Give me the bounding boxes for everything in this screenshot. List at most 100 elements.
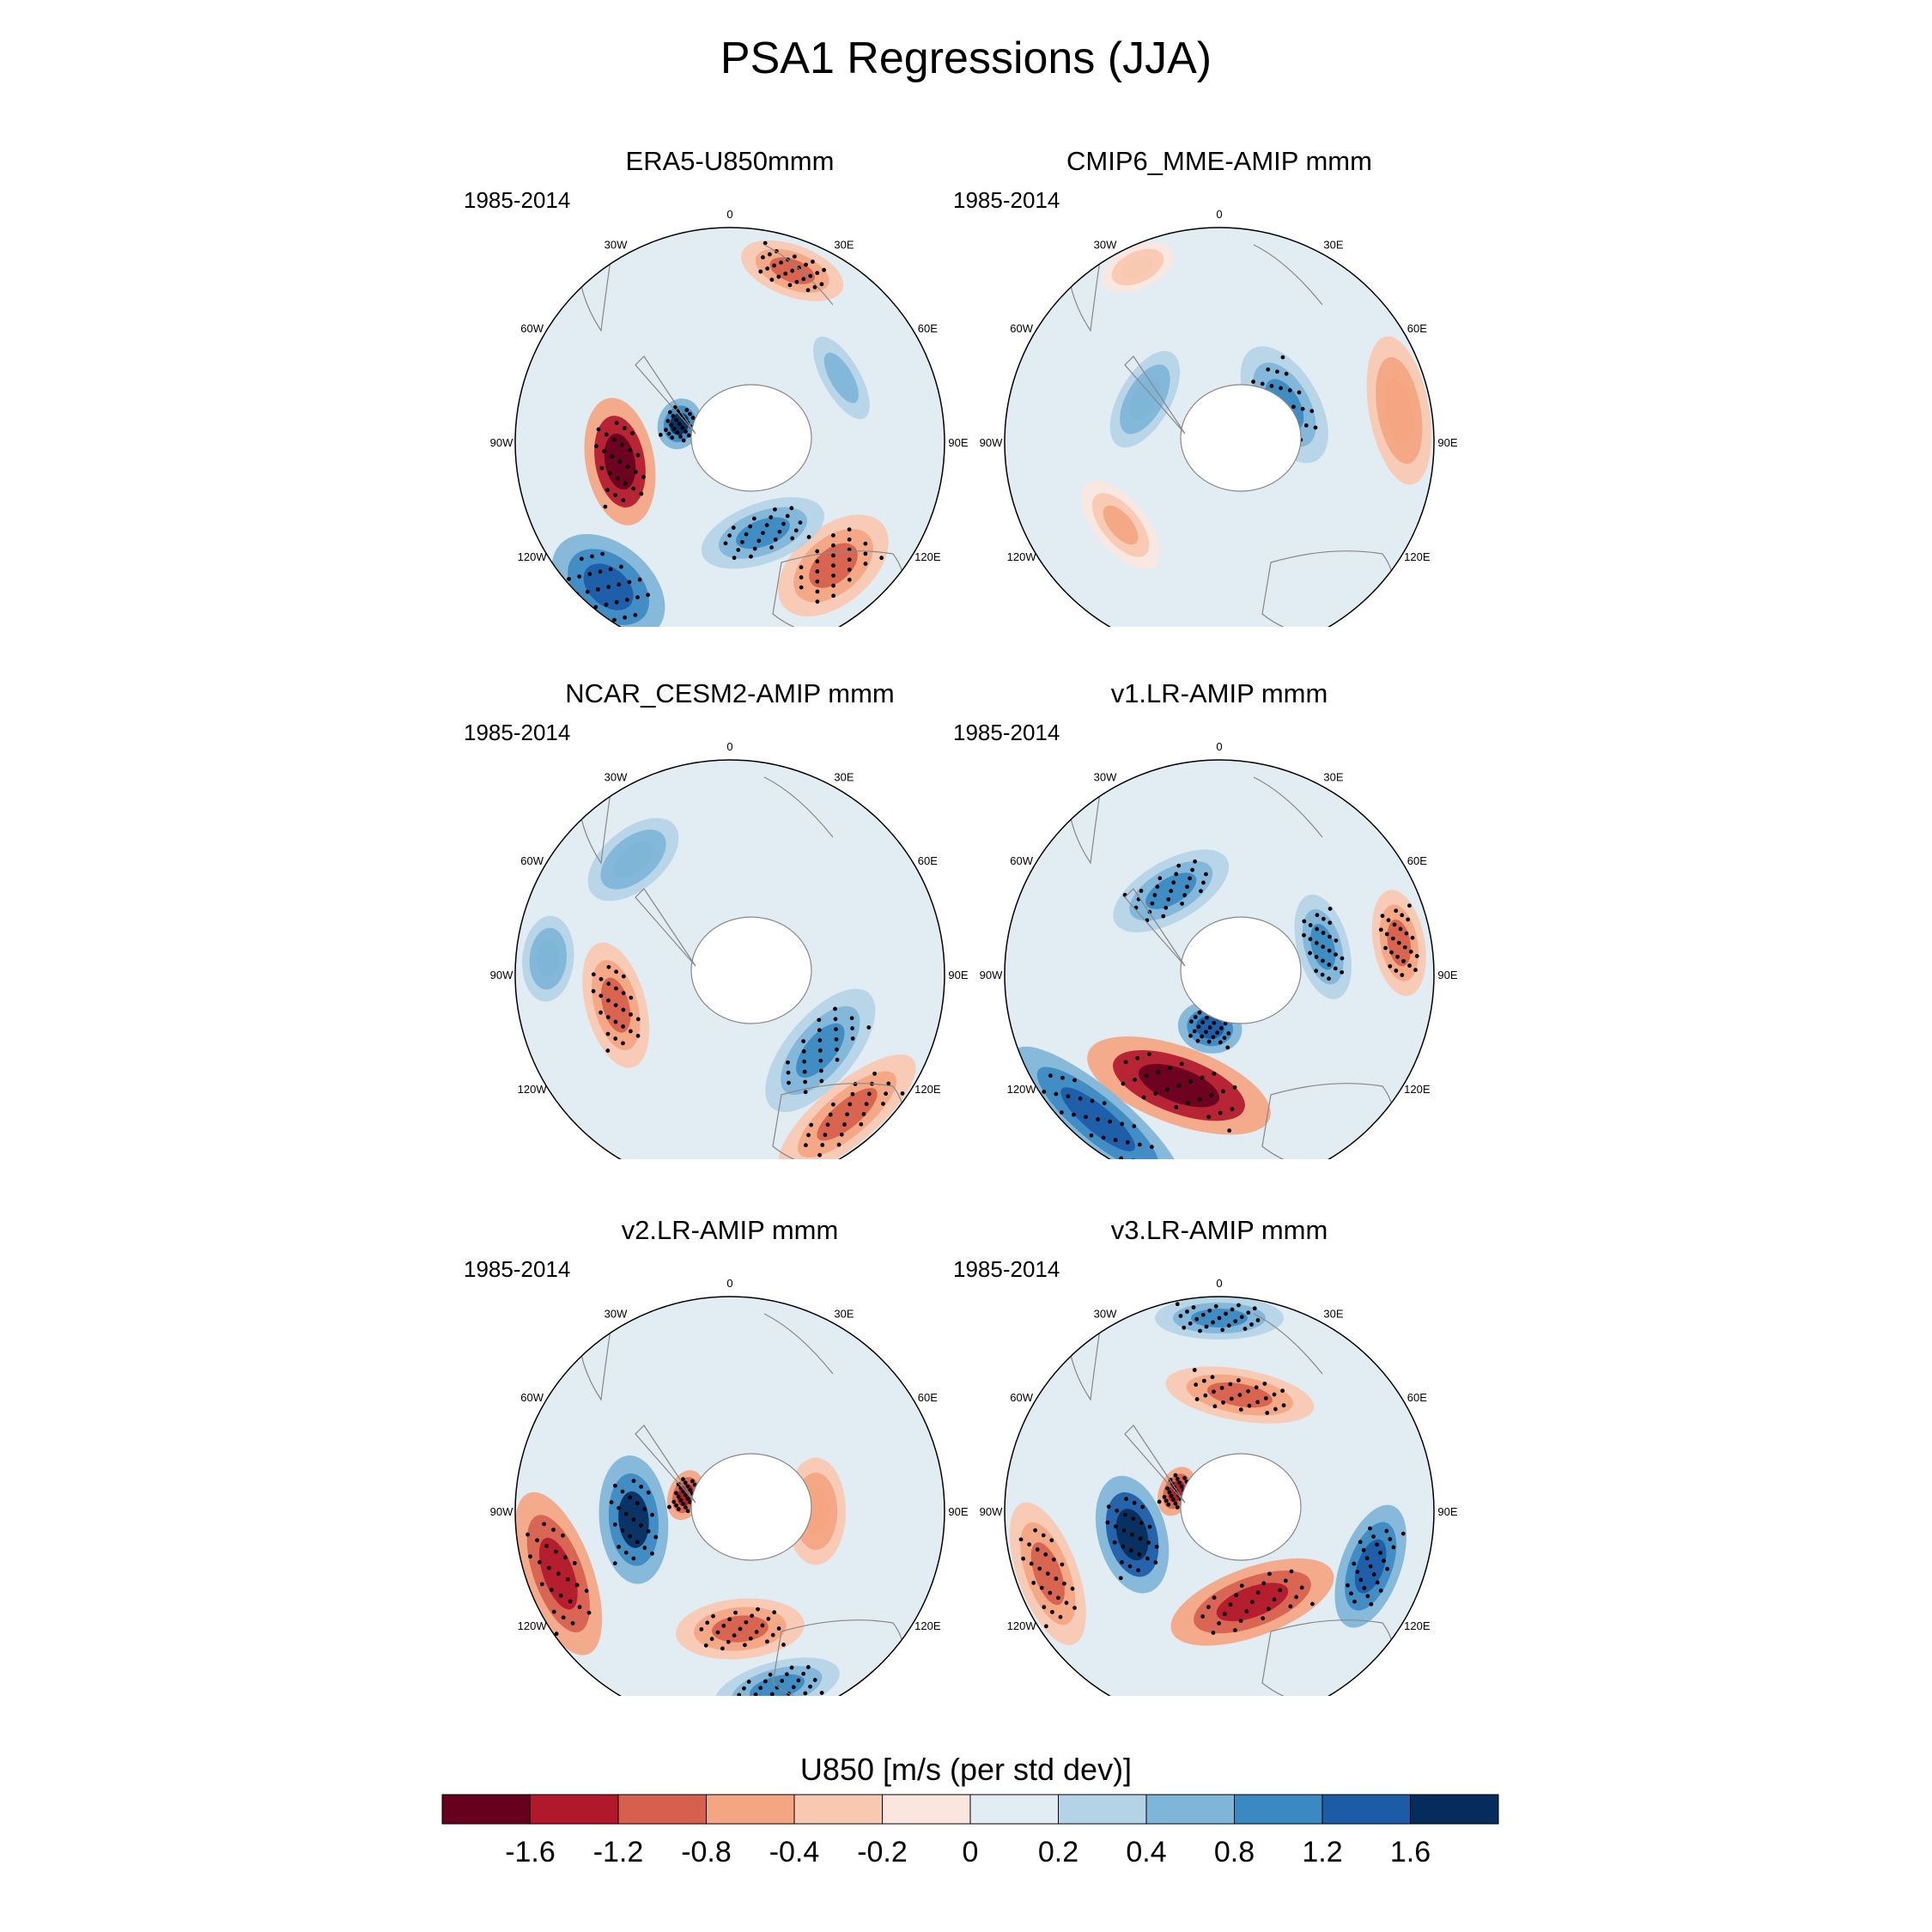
significance-stipple <box>1362 1585 1367 1590</box>
longitude-label: 120E <box>1404 1083 1431 1096</box>
antarctica-landmass <box>690 916 812 1024</box>
significance-stipple <box>1043 1552 1048 1557</box>
antarctic-peninsula <box>1124 888 1186 967</box>
significance-stipple <box>1043 1624 1048 1629</box>
polar-map: 030E60E90E120E150E180150W120W90W60W30W <box>490 208 969 627</box>
significance-stipple <box>650 1512 654 1517</box>
significance-stipple <box>761 255 765 260</box>
significance-stipple <box>853 1082 858 1086</box>
significance-stipple <box>831 553 835 558</box>
significance-stipple <box>1406 917 1411 922</box>
longitude-label: 0 <box>726 740 732 753</box>
significance-stipple <box>1371 1572 1376 1577</box>
panel-v1: v1.LR-AMIP mmm 1985-2014 0 30E 60E 90E 120E 1… <box>953 678 1485 1159</box>
longitude-label: 120W <box>1007 1619 1037 1632</box>
longitude-label: 30W <box>1094 1308 1117 1321</box>
significance-stipple <box>1171 880 1176 885</box>
significance-stipple <box>799 585 804 590</box>
significance-stipple <box>733 1610 738 1615</box>
significance-stipple <box>835 1047 839 1052</box>
significance-stipple <box>1228 1602 1233 1607</box>
significance-stipple <box>556 1571 561 1577</box>
longitude-label: 30W <box>605 1308 628 1321</box>
significance-stipple <box>1291 404 1296 410</box>
significance-stipple <box>620 1489 625 1494</box>
significance-stipple <box>1050 1609 1054 1614</box>
significance-stipple <box>742 1686 746 1691</box>
significance-stipple <box>818 1058 823 1063</box>
significance-stipple <box>1250 1600 1255 1605</box>
significance-stipple <box>900 1091 905 1096</box>
significance-stipple <box>781 1642 786 1647</box>
colorbar-tick-label: 1.6 <box>1390 1836 1431 1868</box>
polar-map: 030E60E90E120E150E180150W120W90W60W30W <box>980 1277 1458 1696</box>
significance-stipple <box>579 556 584 562</box>
significance-stipple <box>606 585 611 589</box>
significance-stipple <box>1313 425 1318 430</box>
significance-stipple <box>1211 1320 1215 1325</box>
significance-stipple <box>612 617 617 623</box>
colorbar-swatch <box>969 1794 1059 1825</box>
significance-stipple <box>577 1605 582 1609</box>
significance-stipple <box>617 459 623 464</box>
significance-stipple <box>629 1012 633 1017</box>
significance-stipple <box>1029 1561 1034 1566</box>
longitude-label: 60E <box>918 854 938 867</box>
significance-stipple <box>1244 1609 1249 1614</box>
period-label: 1985-2014 <box>953 187 1060 213</box>
longitude-label: 90E <box>1437 436 1457 449</box>
significance-stipple <box>614 421 619 425</box>
significance-stipple <box>1054 1577 1059 1581</box>
significance-stipple <box>599 465 605 471</box>
significance-stipple <box>613 1003 618 1007</box>
significance-stipple <box>1238 1407 1243 1412</box>
significance-stipple <box>623 481 628 486</box>
significance-stipple <box>1197 1010 1202 1015</box>
significance-stipple <box>815 599 820 605</box>
significance-stipple <box>1157 1499 1162 1504</box>
significance-stipple <box>1302 919 1307 924</box>
significance-stipple <box>1218 1040 1223 1045</box>
significance-stipple <box>1255 1318 1261 1322</box>
significance-stipple <box>1207 1308 1212 1313</box>
significance-stipple <box>1090 1098 1095 1103</box>
colorbar-swatch <box>882 1794 971 1825</box>
significance-stipple <box>685 1496 690 1501</box>
significance-stipple <box>1358 1577 1364 1583</box>
significance-stipple <box>561 1615 566 1620</box>
significance-stipple <box>613 1019 618 1024</box>
significance-stipple <box>1072 1112 1076 1117</box>
significance-stipple <box>1204 1324 1209 1329</box>
significance-stipple <box>1200 1034 1205 1039</box>
significance-stipple <box>1278 1588 1283 1593</box>
significance-stipple <box>834 1037 839 1042</box>
significance-stipple <box>1321 916 1326 921</box>
significance-stipple <box>1123 1060 1128 1065</box>
significance-stipple <box>542 1522 546 1527</box>
significance-stipple <box>587 572 592 576</box>
colorbar-swatch <box>793 1794 883 1825</box>
significance-stipple <box>1272 1392 1277 1397</box>
significance-stipple <box>849 1016 854 1021</box>
colorbar-swatch <box>1410 1794 1499 1825</box>
significance-stipple <box>817 1038 823 1042</box>
significance-stipple <box>1308 923 1313 927</box>
significance-stipple <box>1177 1480 1182 1485</box>
significance-stipple <box>623 1511 629 1516</box>
colorbar-tick-label: 0 <box>963 1836 979 1868</box>
significance-stipple <box>1349 1591 1353 1596</box>
longitude-label: 90W <box>980 969 1003 981</box>
panel-title: v2.LR-AMIP mmm <box>621 1215 839 1245</box>
significance-stipple <box>1175 1477 1180 1481</box>
significance-stipple <box>577 574 582 579</box>
significance-stipple <box>1239 1315 1244 1320</box>
longitude-label: 120E <box>1404 550 1431 563</box>
longitude-label: 90E <box>1437 1505 1457 1518</box>
significance-stipple <box>1204 872 1208 877</box>
significance-stipple <box>1219 1385 1224 1390</box>
significance-stipple <box>749 554 753 559</box>
significance-stipple <box>1212 1071 1217 1076</box>
significance-stipple <box>756 538 762 544</box>
longitude-label: 30W <box>605 771 628 784</box>
significance-stipple <box>861 1112 866 1116</box>
